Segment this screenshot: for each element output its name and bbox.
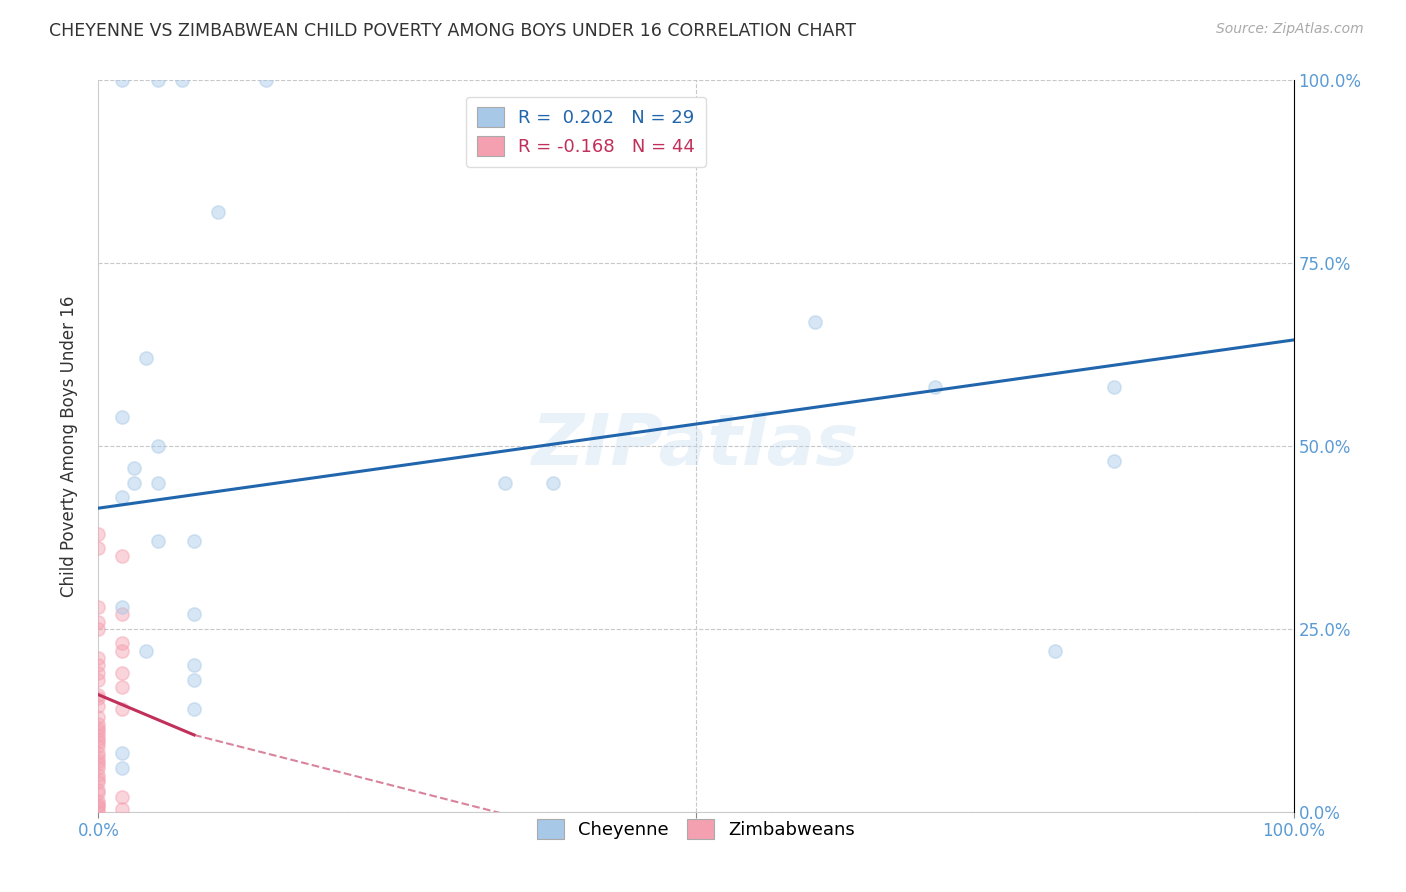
Point [111, 73, 134, 87]
Point [87, 622, 110, 636]
Point [87, 717, 110, 731]
Point [87, 599, 110, 614]
Point [148, 475, 170, 490]
Point [148, 534, 170, 549]
Point [87, 709, 110, 723]
Point [111, 681, 134, 695]
Point [87, 673, 110, 687]
Point [111, 802, 134, 816]
Point [1043, 644, 1066, 658]
Point [111, 599, 134, 614]
Point [87, 782, 110, 797]
Point [87, 651, 110, 665]
Text: Source: ZipAtlas.com: Source: ZipAtlas.com [1216, 22, 1364, 37]
Point [87, 615, 110, 629]
Point [111, 636, 134, 650]
Point [87, 772, 110, 786]
Point [87, 798, 110, 813]
Point [111, 790, 134, 805]
Point [183, 673, 205, 687]
Point [87, 797, 110, 812]
Point [135, 644, 157, 658]
Point [87, 746, 110, 760]
Point [207, 205, 229, 219]
Point [135, 351, 157, 366]
Point [87, 658, 110, 673]
Point [111, 409, 134, 424]
Y-axis label: Child Poverty Among Boys Under 16: Child Poverty Among Boys Under 16 [59, 295, 77, 597]
Point [87, 761, 110, 775]
Point [87, 739, 110, 753]
Point [183, 658, 205, 673]
Point [172, 73, 194, 87]
Point [254, 73, 277, 87]
Point [183, 607, 205, 622]
Point [87, 768, 110, 782]
Point [87, 749, 110, 764]
Point [87, 526, 110, 541]
Text: CHEYENNE VS ZIMBABWEAN CHILD POVERTY AMONG BOYS UNDER 16 CORRELATION CHART: CHEYENNE VS ZIMBABWEAN CHILD POVERTY AMO… [49, 22, 856, 40]
Point [111, 549, 134, 563]
Point [111, 746, 134, 760]
Point [87, 731, 110, 746]
Point [87, 787, 110, 801]
Point [87, 754, 110, 768]
Point [494, 475, 516, 490]
Point [87, 724, 110, 739]
Point [111, 702, 134, 716]
Point [87, 728, 110, 742]
Point [183, 702, 205, 716]
Point [804, 315, 827, 329]
Point [111, 665, 134, 680]
Point [124, 461, 146, 475]
Point [87, 541, 110, 556]
Point [111, 761, 134, 775]
Point [87, 794, 110, 808]
Point [87, 688, 110, 702]
Point [111, 607, 134, 622]
Point [87, 775, 110, 789]
Point [87, 665, 110, 680]
Point [111, 644, 134, 658]
Point [1104, 453, 1126, 467]
Point [924, 380, 946, 394]
Point [87, 698, 110, 713]
Point [541, 475, 564, 490]
Point [87, 757, 110, 772]
Legend: Cheyenne, Zimbabweans: Cheyenne, Zimbabweans [530, 813, 862, 847]
Point [148, 73, 170, 87]
Point [124, 475, 146, 490]
Point [1104, 380, 1126, 394]
Point [111, 490, 134, 504]
Point [87, 805, 110, 819]
Point [87, 691, 110, 706]
Point [87, 801, 110, 815]
Point [183, 534, 205, 549]
Text: ZIPatlas: ZIPatlas [533, 411, 859, 481]
Point [148, 439, 170, 453]
Point [87, 721, 110, 735]
Point [87, 735, 110, 749]
